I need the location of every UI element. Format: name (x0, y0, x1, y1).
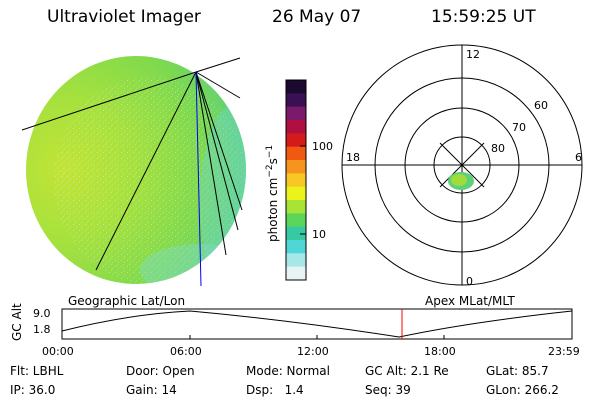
geographic-caption: Geographic Lat/Lon (68, 294, 186, 308)
mlt-label-6: 6 (575, 151, 582, 164)
info-filter: Flt: LBHL (10, 364, 64, 378)
info-gain: Gain: 14 (126, 383, 177, 397)
info-glat: GLat: 85.7 (486, 364, 549, 378)
colorbar-segment (286, 226, 306, 241)
apex-caption: Apex MLat/MLT (425, 294, 515, 308)
colorbar-segment (286, 80, 306, 94)
colorbar-segment (286, 200, 306, 214)
mlt-label-18: 18 (346, 151, 360, 164)
earth-disk-image (26, 56, 246, 284)
time-tick-0600: 06:00 (170, 345, 202, 358)
timeline-y-top: 9.0 (33, 307, 51, 320)
date-label: 26 May 07 (272, 7, 362, 27)
meridian-line (195, 71, 202, 287)
colorbar-segment (286, 106, 306, 121)
colorbar-tick-100: 100 (312, 140, 333, 153)
info-glon: GLon: 266.2 (486, 383, 559, 397)
lat-label-70: 70 (512, 121, 526, 134)
colorbar-segment (286, 146, 306, 161)
mlt-label-0: 0 (466, 275, 473, 288)
time-tick-1200: 12:00 (297, 345, 329, 358)
polar-plot (341, 44, 583, 286)
time-tick-0000: 00:00 (42, 345, 74, 358)
timeline-axis-title: GC Alt (10, 303, 24, 341)
colorbar-segment (286, 253, 306, 268)
mlt-label-12: 12 (466, 48, 480, 61)
colorbar-segment (286, 266, 306, 281)
colorbar-segment (286, 213, 306, 228)
time-tick-2359: 23:59 (548, 345, 580, 358)
lat-label-60: 60 (534, 99, 548, 112)
auroral-spot (448, 172, 474, 190)
info-ip: IP: 36.0 (10, 383, 56, 397)
info-dsp: Dsp: 1.4 (246, 383, 304, 397)
colorbar-segment (286, 120, 306, 134)
altitude-curve (61, 310, 573, 338)
colorbar-axis-label: photon cm−2s−1 (265, 145, 280, 242)
info-seq: Seq: 39 (365, 383, 411, 397)
colorbar-segment (286, 160, 306, 174)
timeline-y-bottom: 1.8 (33, 323, 51, 336)
time-tick-1800: 18:00 (424, 345, 456, 358)
colorbar-segment (286, 133, 306, 148)
info-gc-alt: GC Alt: 2.1 Re (365, 364, 449, 378)
lat-label-80: 80 (491, 142, 505, 155)
info-mode: Mode: Normal (246, 364, 330, 378)
colorbar-segment (286, 173, 306, 188)
colorbar-segment (286, 93, 306, 108)
colorbar-tick-10: 10 (312, 228, 326, 241)
colorbar-segment (286, 240, 306, 254)
time-label: 15:59:25 UT (431, 7, 536, 27)
geo-grid-lines (21, 57, 243, 271)
instrument-title: Ultraviolet Imager (47, 7, 201, 27)
colorbar-segment (286, 186, 306, 201)
colorbar (285, 79, 307, 281)
timeline-panel (61, 308, 573, 340)
info-door: Door: Open (126, 364, 195, 378)
